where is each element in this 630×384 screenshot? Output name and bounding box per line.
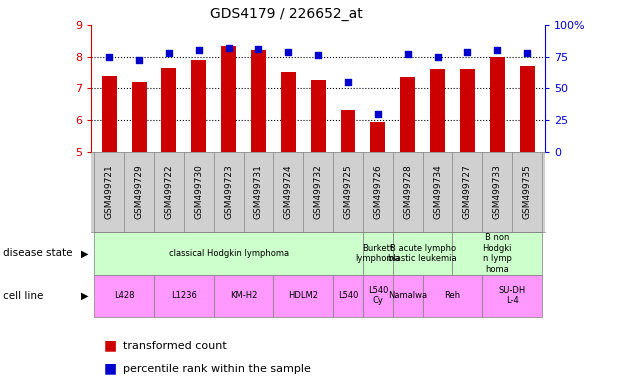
Text: cell line: cell line xyxy=(3,291,43,301)
Text: ■: ■ xyxy=(104,339,117,353)
Text: GSM499722: GSM499722 xyxy=(164,165,173,219)
Bar xyxy=(102,76,117,152)
Bar xyxy=(430,70,445,152)
Text: Namalwa: Namalwa xyxy=(388,291,427,300)
Text: HDLM2: HDLM2 xyxy=(289,291,318,300)
Point xyxy=(462,48,472,55)
Point xyxy=(224,45,234,51)
Text: GSM499729: GSM499729 xyxy=(135,165,144,219)
Text: GDS4179 / 226652_at: GDS4179 / 226652_at xyxy=(210,7,363,21)
Point xyxy=(194,47,204,53)
Text: B non
Hodgki
n lymp
homa: B non Hodgki n lymp homa xyxy=(483,233,512,273)
Point xyxy=(492,47,502,53)
Point xyxy=(134,57,144,63)
Text: L540
Cy: L540 Cy xyxy=(368,286,388,305)
Text: L428: L428 xyxy=(114,291,134,300)
Point xyxy=(373,111,383,117)
Point xyxy=(104,53,114,60)
Text: GSM499731: GSM499731 xyxy=(254,165,263,219)
Bar xyxy=(161,68,176,152)
Text: GSM499726: GSM499726 xyxy=(374,165,382,219)
Text: GSM499723: GSM499723 xyxy=(224,165,233,219)
Point xyxy=(253,46,263,52)
Text: KM-H2: KM-H2 xyxy=(230,291,257,300)
Bar xyxy=(192,60,206,152)
Bar xyxy=(281,73,295,152)
Text: GSM499730: GSM499730 xyxy=(194,165,203,219)
Bar xyxy=(400,77,415,152)
Text: SU-DH
L-4: SU-DH L-4 xyxy=(498,286,526,305)
Point xyxy=(313,52,323,58)
Point xyxy=(522,50,532,56)
Text: transformed count: transformed count xyxy=(123,341,227,351)
Text: GSM499734: GSM499734 xyxy=(433,165,442,219)
Bar xyxy=(311,80,326,152)
Bar xyxy=(520,66,534,152)
Text: classical Hodgkin lymphoma: classical Hodgkin lymphoma xyxy=(169,249,289,258)
Bar xyxy=(251,50,266,152)
Text: GSM499728: GSM499728 xyxy=(403,165,412,219)
Text: GSM499732: GSM499732 xyxy=(314,165,323,219)
Text: GSM499733: GSM499733 xyxy=(493,165,501,219)
Point xyxy=(432,53,442,60)
Bar xyxy=(132,82,147,152)
Point xyxy=(284,48,294,55)
Bar xyxy=(370,122,386,152)
Bar xyxy=(341,111,355,152)
Point xyxy=(164,50,174,56)
Text: GSM499735: GSM499735 xyxy=(522,165,532,219)
Text: Reh: Reh xyxy=(444,291,461,300)
Text: L1236: L1236 xyxy=(171,291,197,300)
Text: L540: L540 xyxy=(338,291,358,300)
Text: ▶: ▶ xyxy=(81,291,89,301)
Point xyxy=(403,51,413,57)
Text: ▶: ▶ xyxy=(81,248,89,258)
Point xyxy=(343,79,353,85)
Text: Burkett
lymphoma: Burkett lymphoma xyxy=(355,244,400,263)
Text: GSM499727: GSM499727 xyxy=(463,165,472,219)
Bar xyxy=(221,46,236,152)
Text: percentile rank within the sample: percentile rank within the sample xyxy=(123,364,311,374)
Text: disease state: disease state xyxy=(3,248,72,258)
Bar xyxy=(460,70,475,152)
Text: ■: ■ xyxy=(104,362,117,376)
Text: GSM499724: GSM499724 xyxy=(284,165,293,219)
Bar xyxy=(490,56,505,152)
Text: GSM499721: GSM499721 xyxy=(105,165,114,219)
Text: GSM499725: GSM499725 xyxy=(343,165,353,219)
Text: B acute lympho
blastic leukemia: B acute lympho blastic leukemia xyxy=(388,244,457,263)
